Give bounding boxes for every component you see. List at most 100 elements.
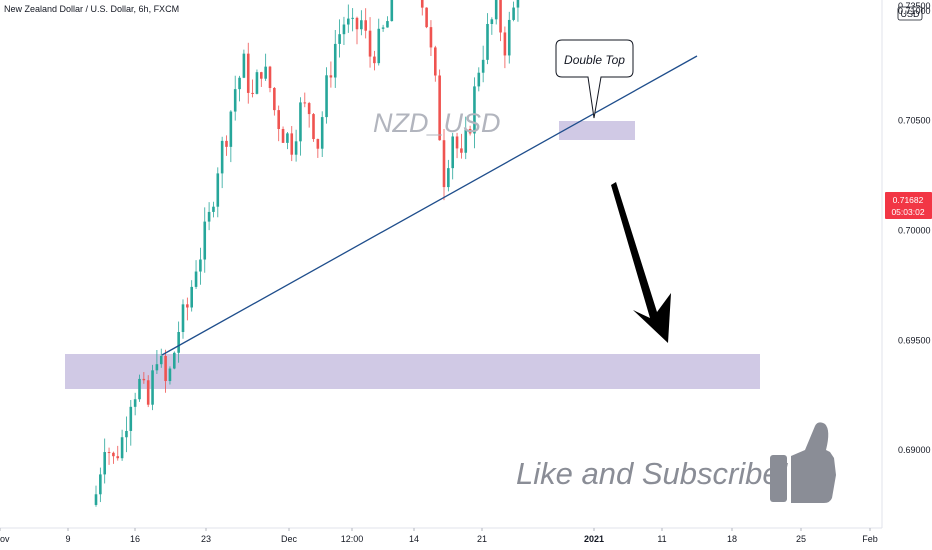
- candle-body: [481, 59, 485, 73]
- candle-body: [260, 72, 263, 79]
- price-tick-label: 0.69000: [898, 445, 931, 455]
- down-arrow-icon: [611, 182, 671, 343]
- candle-body: [233, 89, 237, 112]
- candle-body: [216, 173, 220, 207]
- last-price-tag: [885, 192, 932, 219]
- time-tick-label: 12:00: [341, 534, 364, 544]
- candle-body: [112, 452, 115, 457]
- candle-body: [194, 271, 198, 287]
- candle-body: [146, 380, 150, 405]
- candle-body: [451, 136, 454, 169]
- candle-body: [103, 452, 106, 475]
- candle-body: [264, 66, 267, 79]
- time-tick-label: Feb: [862, 534, 878, 544]
- candle-body: [307, 103, 311, 115]
- candle-body: [316, 139, 320, 149]
- candle-body: [190, 286, 193, 308]
- candle-body: [133, 399, 137, 407]
- candle-body: [277, 110, 280, 130]
- time-tick-label: 14: [409, 534, 419, 544]
- support-zone: [65, 354, 760, 389]
- candle-body: [268, 66, 272, 88]
- candle-body: [120, 437, 124, 459]
- candle-body: [186, 304, 189, 308]
- price-axis[interactable]: 0.73500 USD 0.730000.725000.720000.71500…: [881, 0, 932, 528]
- candle-body: [368, 30, 372, 57]
- price-tick-label: 0.71000: [898, 6, 931, 16]
- price-tick-label: 0.70000: [898, 226, 931, 236]
- candle-body: [420, 0, 424, 8]
- price-tick-label: 0.69500: [898, 335, 931, 345]
- candle-body: [360, 20, 363, 30]
- candle-body: [164, 355, 167, 382]
- candle-body: [207, 211, 211, 222]
- candle-body: [468, 128, 472, 134]
- candle-body: [199, 259, 202, 272]
- time-tick-label: ov: [0, 534, 10, 544]
- time-tick-label: 25: [796, 534, 806, 544]
- time-tick-label: 16: [130, 534, 140, 544]
- candle-body: [329, 75, 333, 78]
- candle-body: [325, 75, 328, 118]
- candle-body: [125, 430, 128, 438]
- candle-body: [490, 19, 494, 24]
- time-ticks: ov 9 16 23 Dec 12:00 14 21 2021 11 18 25 Feb: [0, 528, 878, 544]
- candle-body: [333, 43, 337, 78]
- time-tick-label: 2021: [584, 534, 604, 544]
- candle-body: [229, 111, 233, 147]
- candle-body: [320, 117, 324, 149]
- last-price-value: 0.71682: [893, 195, 924, 205]
- price-tick-partial: 0.73500: [898, 1, 931, 11]
- candle-body: [173, 352, 176, 369]
- candle-body: [116, 456, 120, 459]
- candles-group: [94, 0, 520, 507]
- candle-body: [447, 168, 450, 188]
- currency-label: USD: [900, 9, 920, 19]
- candle-body: [255, 72, 259, 94]
- price-ticks: 0.730000.725000.720000.715000.710000.705…: [898, 6, 931, 455]
- cta-text: Like and Subscribe!: [516, 456, 789, 491]
- candle-body: [151, 370, 154, 405]
- callout: Double Top: [555, 39, 634, 119]
- callout-text: Double Top: [564, 53, 625, 67]
- candle-body: [342, 24, 346, 35]
- candle-body: [438, 75, 441, 141]
- candle-body: [142, 378, 146, 381]
- candle-body: [455, 136, 459, 149]
- price-tick-label: 0.70500: [898, 116, 931, 126]
- candle-body: [159, 355, 163, 365]
- candle-body: [390, 0, 394, 22]
- candle-body: [138, 378, 141, 400]
- candle-body: [107, 452, 111, 454]
- candle-body: [442, 140, 446, 188]
- candle-body: [351, 17, 354, 19]
- candle-body: [364, 20, 367, 31]
- resistance-zone: [559, 121, 635, 140]
- candle-body: [464, 128, 468, 153]
- plot-area: NZD_USD Double Top Like and Subscribe!: [65, 0, 836, 507]
- candle-body: [425, 7, 428, 28]
- candle-body: [434, 47, 437, 76]
- candle-body: [281, 129, 285, 143]
- candle-body: [246, 53, 250, 93]
- candle-body: [381, 27, 385, 29]
- candle-body: [373, 56, 376, 64]
- candle-body: [212, 206, 215, 212]
- candle-body: [486, 23, 489, 60]
- candle-body: [294, 141, 298, 155]
- candle-body: [312, 114, 315, 140]
- candle-body: [347, 18, 350, 25]
- candle-body: [516, 0, 520, 8]
- candle-body: [507, 19, 511, 56]
- countdown: 05:03:02: [891, 207, 924, 217]
- candle-body: [129, 406, 133, 431]
- pair-label: NZD_USD: [373, 108, 501, 138]
- candle-body: [242, 53, 246, 78]
- candle-body: [155, 364, 159, 371]
- candle-body: [460, 148, 463, 153]
- time-axis[interactable]: ov 9 16 23 Dec 12:00 14 21 2021 11 18 25 Feb: [0, 527, 882, 544]
- candle-body: [181, 304, 185, 333]
- candle-body: [477, 72, 481, 87]
- candle-body: [273, 87, 276, 111]
